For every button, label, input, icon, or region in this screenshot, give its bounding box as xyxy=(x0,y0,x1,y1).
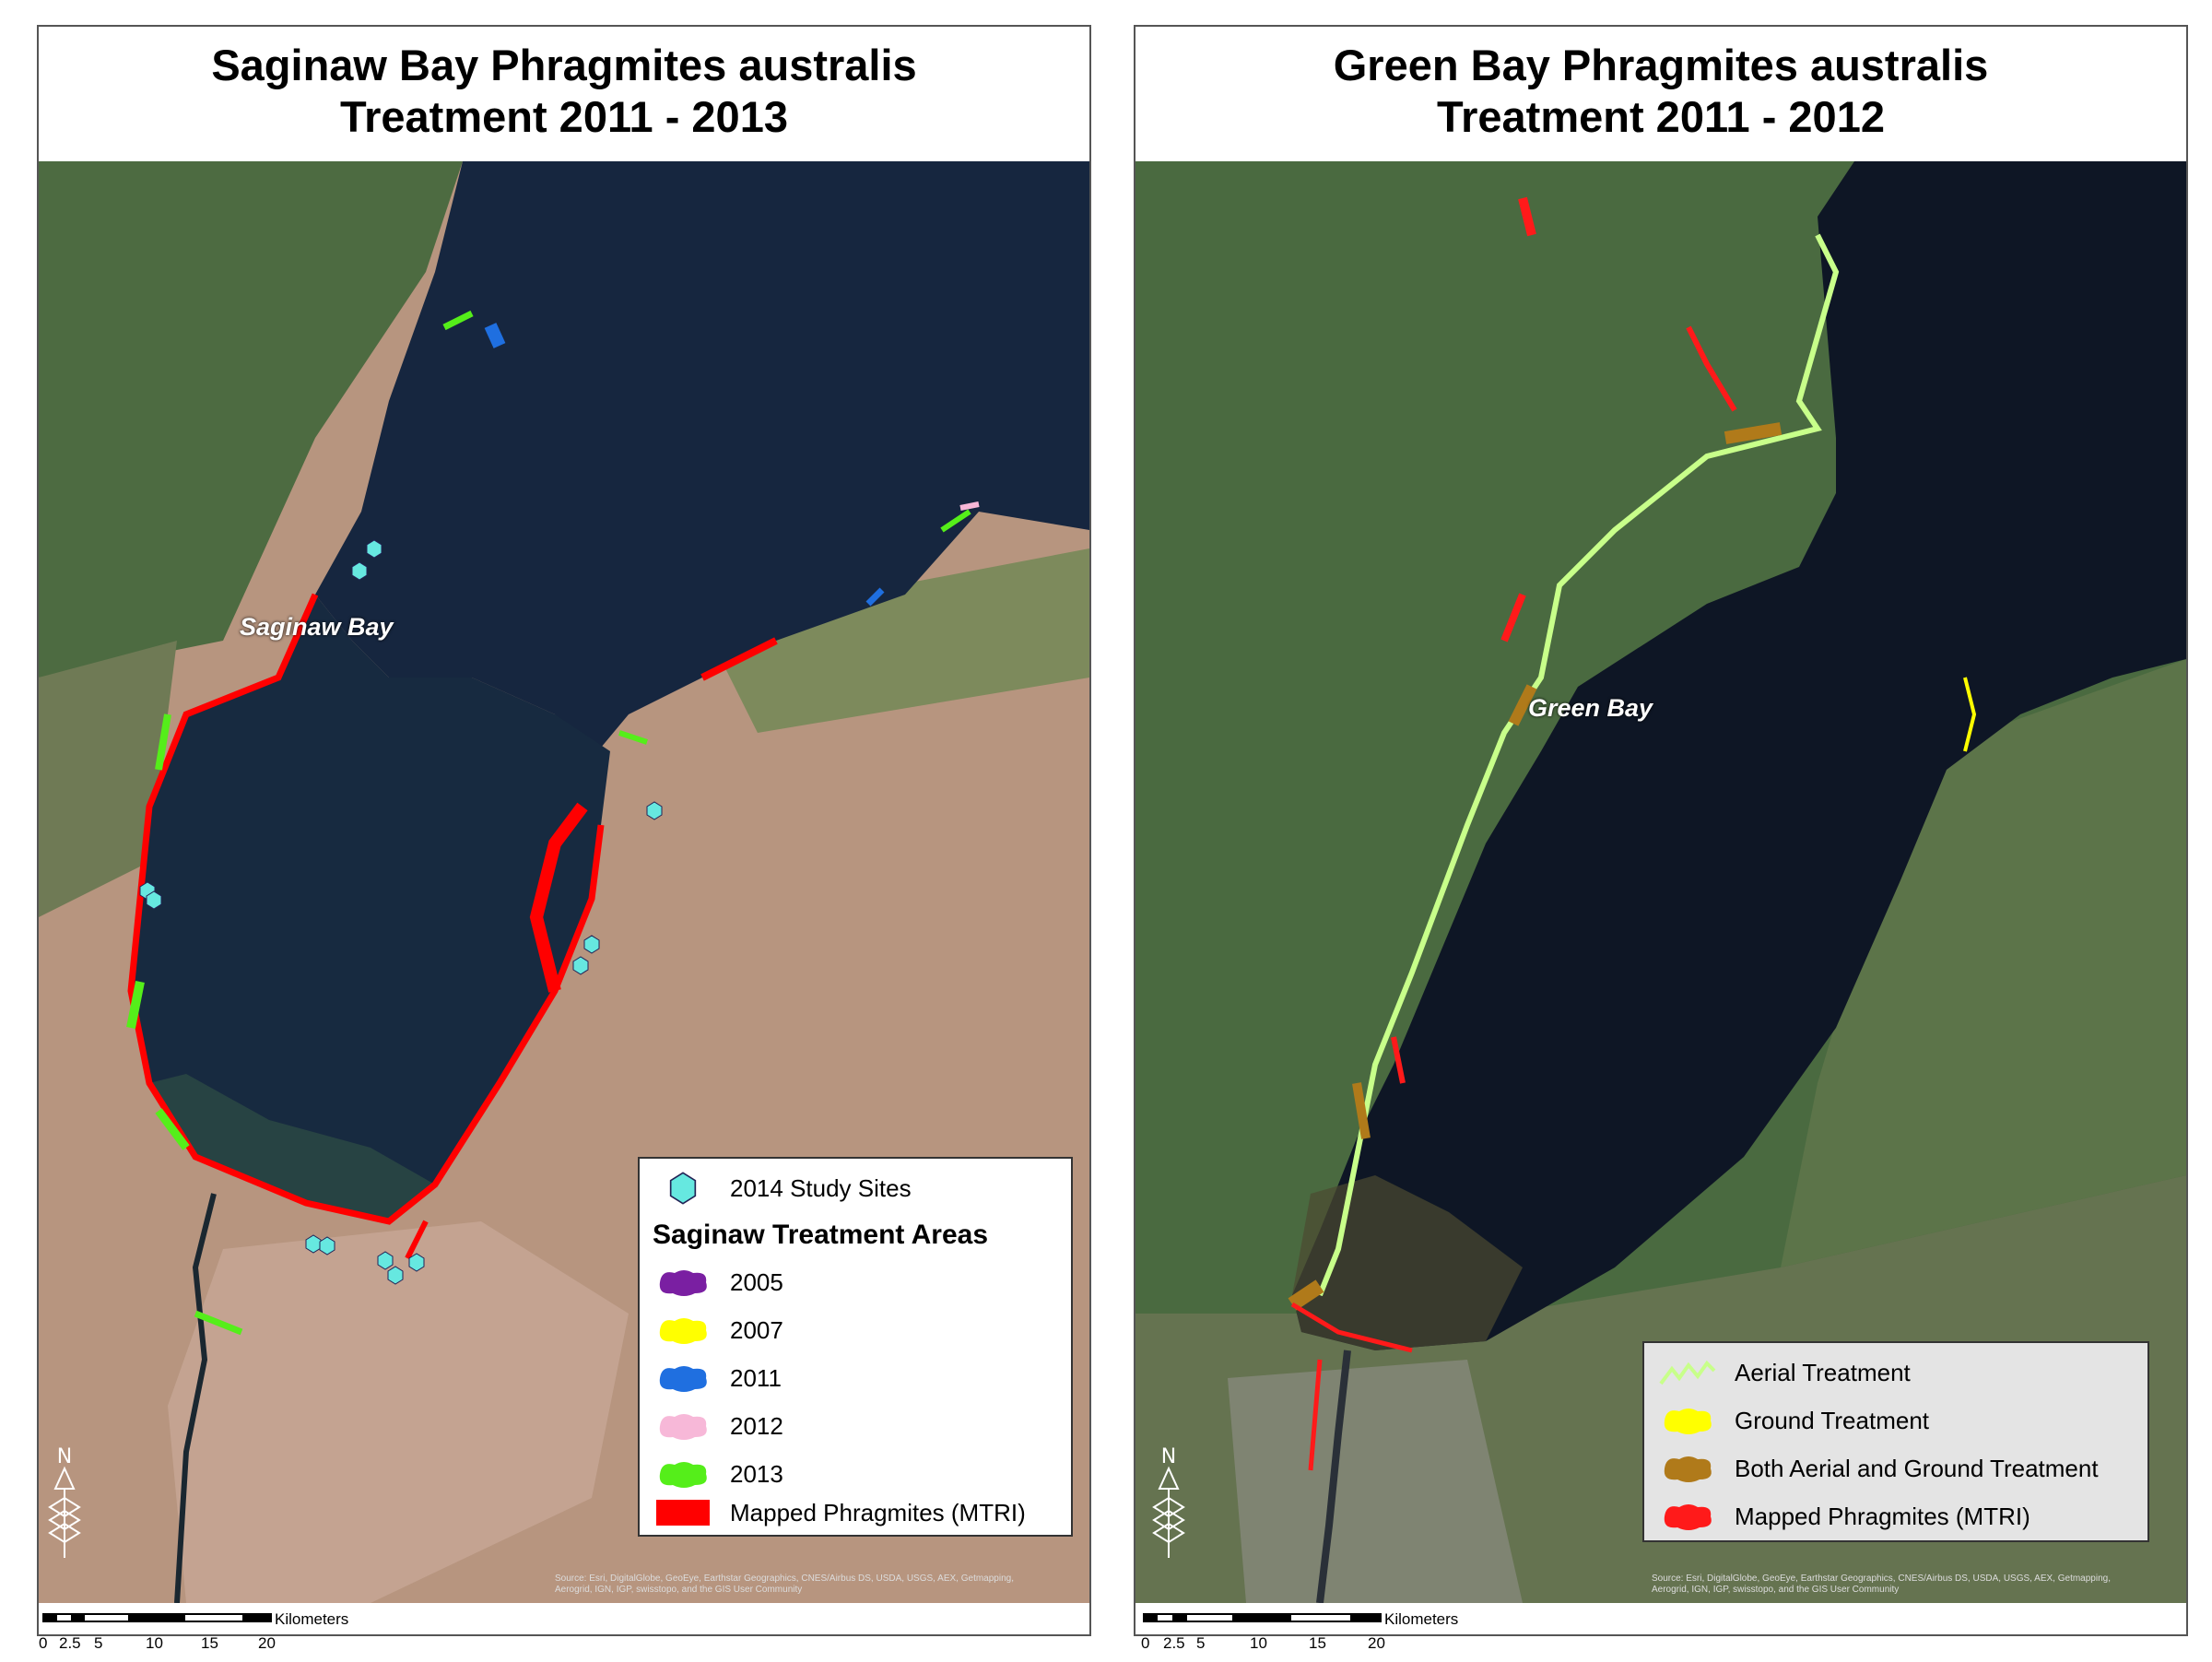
saginaw-title-line1: Saginaw Bay Phragmites australis xyxy=(211,41,917,89)
scale-tick: 5 xyxy=(94,1634,103,1652)
legend-item-mapped-phragmites: Mapped Phragmites (MTRI) xyxy=(653,1494,1026,1531)
greenbay-title-line1: Green Bay Phragmites australis xyxy=(1333,41,1989,89)
legend-swatch-mapped xyxy=(1664,1504,1712,1530)
legend-swatch-aerial xyxy=(1659,1360,1716,1385)
north-arrow-icon: N xyxy=(1150,1443,1187,1562)
legend-label-2012: 2012 xyxy=(730,1411,783,1440)
scale-unit-label: Kilometers xyxy=(1384,1610,1459,1628)
scale-tick: 15 xyxy=(201,1634,218,1652)
scale-tick: 20 xyxy=(258,1634,276,1652)
legend-swatch-2011 xyxy=(659,1366,707,1392)
legend-item-mapped: Mapped Phragmites (MTRI) xyxy=(1657,1498,2030,1535)
legend-label-2013: 2013 xyxy=(730,1459,783,1488)
legend-swatch-2005 xyxy=(659,1270,707,1296)
scale-tick: 0 xyxy=(1141,1634,1150,1652)
saginaw-scale-bar: Kilometers 0 2.5 5 10 15 20 xyxy=(39,1609,426,1662)
legend-swatch-ground xyxy=(1664,1409,1712,1434)
svg-text:N: N xyxy=(1161,1445,1176,1468)
saginaw-map-title: Saginaw Bay Phragmites australis Treatme… xyxy=(39,40,1089,143)
legend-study-sites-label: 2014 Study Sites xyxy=(730,1173,912,1202)
legend-label-mapped: Mapped Phragmites (MTRI) xyxy=(1735,1502,2030,1530)
legend-swatch-mapped xyxy=(656,1500,710,1526)
greenbay-attribution: Source: Esri, DigitalGlobe, GeoEye, Eart… xyxy=(1652,1574,2111,1595)
legend-label-2005: 2005 xyxy=(730,1267,783,1296)
scale-tick: 10 xyxy=(1250,1634,1267,1652)
greenbay-title-line2: Treatment 2011 - 2012 xyxy=(1437,92,1885,141)
greenbay-legend: Aerial Treatment Ground Treatment Both A… xyxy=(1642,1341,2149,1542)
svg-text:N: N xyxy=(57,1445,72,1468)
legend-item-2007: 2007 xyxy=(653,1312,783,1349)
greenbay-scale-bar: Kilometers 0 2.5 5 10 15 20 xyxy=(1135,1609,1578,1662)
legend-item-2011: 2011 xyxy=(653,1360,782,1397)
legend-item-aerial: Aerial Treatment xyxy=(1657,1354,1911,1391)
saginaw-map-image: Saginaw Bay N Source: Esri, DigitalGlobe… xyxy=(39,161,1089,1603)
legend-section-title: Saginaw Treatment Areas xyxy=(653,1220,989,1250)
scale-tick: 15 xyxy=(1309,1634,1326,1652)
legend-item-both: Both Aerial and Ground Treatment xyxy=(1657,1450,2099,1487)
legend-swatch-both xyxy=(1664,1456,1712,1482)
legend-study-sites: 2014 Study Sites xyxy=(653,1170,912,1207)
saginaw-map-panel: Saginaw Bay Phragmites australis Treatme… xyxy=(37,25,1091,1652)
legend-item-ground: Ground Treatment xyxy=(1657,1402,1929,1439)
legend-item-2005: 2005 xyxy=(653,1264,783,1301)
legend-label-mapped: Mapped Phragmites (MTRI) xyxy=(730,1498,1026,1526)
scale-unit-label: Kilometers xyxy=(275,1610,349,1628)
scale-tick: 20 xyxy=(1368,1634,1385,1652)
scale-tick: 10 xyxy=(146,1634,163,1652)
legend-swatch-2013 xyxy=(659,1462,707,1488)
greenbay-bay-label: Green Bay xyxy=(1528,694,1653,722)
legend-swatch-2012 xyxy=(659,1414,707,1440)
legend-item-2013: 2013 xyxy=(653,1456,783,1492)
legend-label-2007: 2007 xyxy=(730,1315,783,1344)
scale-tick: 0 xyxy=(39,1634,48,1652)
saginaw-attribution: Source: Esri, DigitalGlobe, GeoEye, Eart… xyxy=(555,1574,1014,1595)
study-site-hexagon-icon xyxy=(653,1170,713,1207)
legend-label-2011: 2011 xyxy=(730,1363,782,1392)
scale-tick: 5 xyxy=(1196,1634,1206,1652)
greenbay-map-panel: Green Bay Phragmites australis Treatment… xyxy=(1134,25,2188,1652)
saginaw-satellite-map xyxy=(39,161,1089,1603)
legend-swatch-2007 xyxy=(659,1318,707,1344)
north-arrow-icon: N xyxy=(46,1443,83,1562)
legend-label-aerial: Aerial Treatment xyxy=(1735,1358,1911,1386)
scale-tick: 2.5 xyxy=(59,1634,81,1652)
saginaw-legend: 2014 Study Sites Saginaw Treatment Areas… xyxy=(638,1157,1073,1537)
legend-label-both: Both Aerial and Ground Treatment xyxy=(1735,1454,2099,1482)
saginaw-title-line2: Treatment 2011 - 2013 xyxy=(340,92,788,141)
legend-item-2012: 2012 xyxy=(653,1408,783,1444)
greenbay-map-title: Green Bay Phragmites australis Treatment… xyxy=(1135,40,2186,143)
greenbay-map-image: Green Bay N Source: Esri, DigitalGlobe, … xyxy=(1135,161,2186,1603)
legend-label-ground: Ground Treatment xyxy=(1735,1406,1929,1434)
scale-tick: 2.5 xyxy=(1163,1634,1185,1652)
saginaw-bay-label: Saginaw Bay xyxy=(240,613,394,641)
